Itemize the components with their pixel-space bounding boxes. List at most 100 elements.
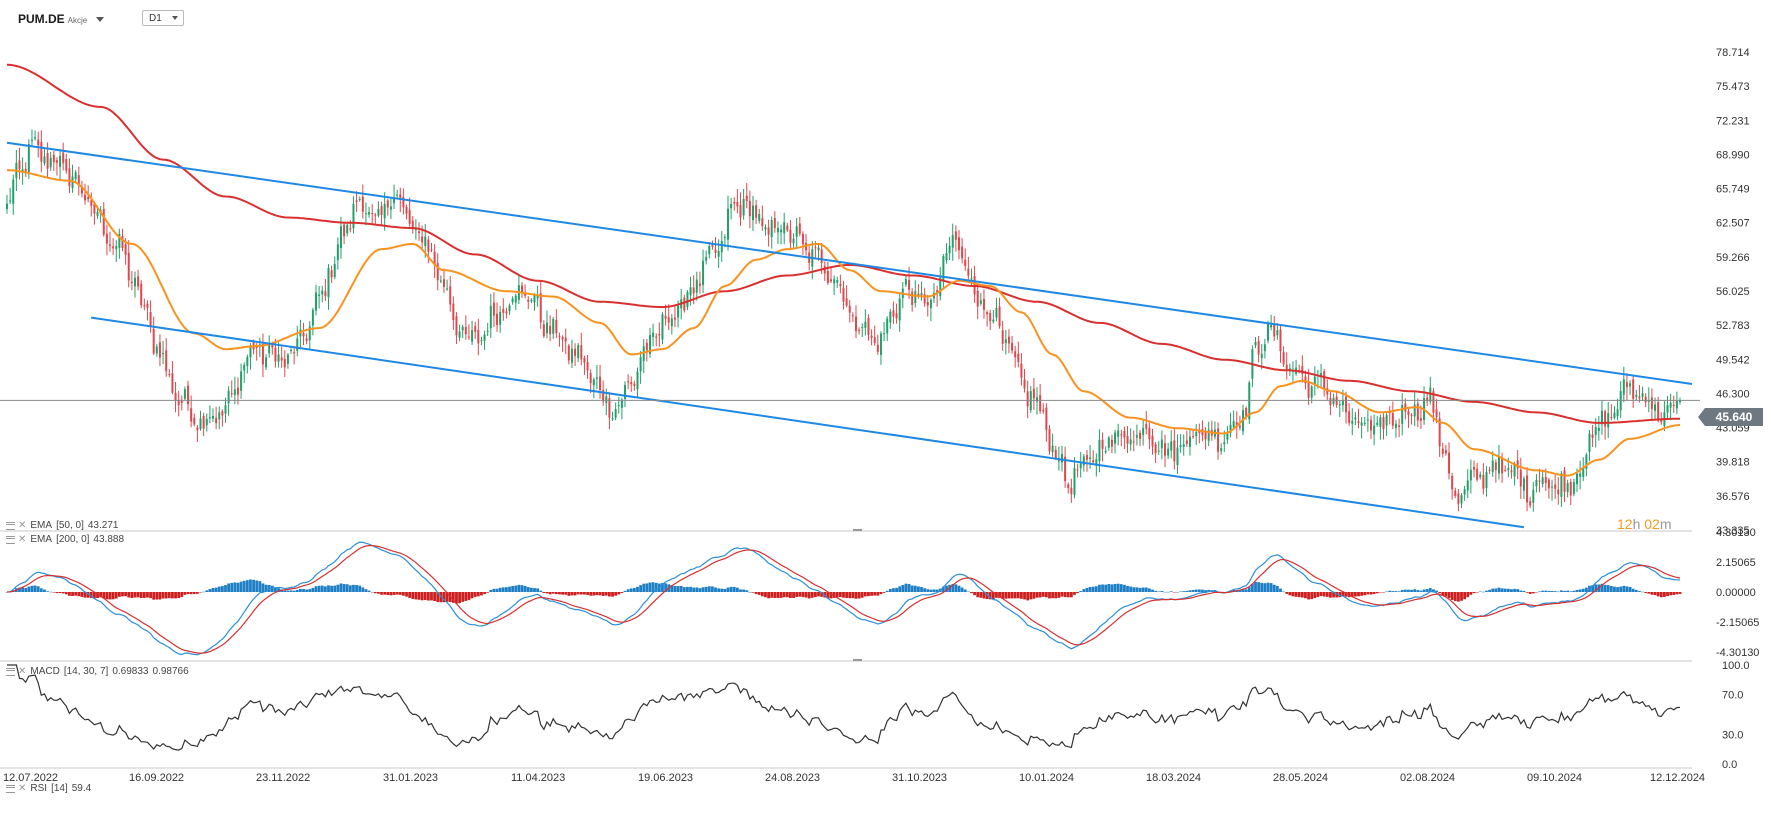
macd-histogram-bar: [754, 592, 758, 595]
candle-body: [689, 287, 692, 296]
macd-histogram-bar: [807, 592, 811, 599]
timeframe-select[interactable]: D1: [142, 10, 184, 26]
candle-body: [236, 387, 239, 395]
candle-body: [954, 231, 957, 240]
macd-histogram-bar: [1135, 587, 1139, 592]
candle-body: [187, 385, 190, 405]
candle-body: [1048, 429, 1051, 452]
candle-body: [1045, 407, 1048, 431]
macd-histogram-bar: [960, 587, 964, 592]
macd-histogram-bar: [1322, 592, 1326, 597]
macd-histogram-bar: [1126, 585, 1129, 592]
ema50-settings-icon[interactable]: [6, 521, 15, 530]
macd-histogram-bar: [1450, 592, 1454, 600]
candle-body: [533, 295, 536, 303]
candle-body: [77, 175, 80, 186]
candle-body: [1226, 432, 1229, 440]
candle-body: [1285, 364, 1288, 369]
rsi-settings-icon[interactable]: [6, 784, 15, 793]
candle-body: [492, 302, 495, 316]
ema200-settings-icon[interactable]: [6, 535, 15, 544]
macd-histogram-bar: [1472, 592, 1476, 594]
macd-settings-icon[interactable]: [6, 667, 15, 676]
macd-histogram-bar: [464, 592, 468, 601]
candle-body: [1345, 396, 1348, 413]
macd-histogram-bar: [1513, 588, 1516, 592]
macd-histogram-bar: [1197, 589, 1201, 592]
macd-axis-label: 4.30130: [1716, 527, 1756, 539]
candle-body: [43, 156, 46, 164]
macd-histogram-bar: [1394, 591, 1398, 592]
candle-body: [212, 416, 215, 419]
candle-body: [46, 153, 49, 169]
candle-body: [558, 335, 561, 337]
macd-close-icon[interactable]: ✕: [18, 666, 27, 677]
candle-body: [124, 244, 127, 255]
price-axis-label: 33.335: [1716, 525, 1750, 537]
candle-body: [9, 200, 12, 202]
candle-body: [1388, 412, 1391, 414]
candle-body: [1064, 456, 1067, 482]
candle-body: [961, 246, 964, 259]
macd-histogram-bar: [1428, 588, 1432, 592]
candle-body: [1610, 417, 1613, 419]
macd-histogram-bar: [1444, 592, 1448, 597]
candle-body: [764, 227, 767, 230]
date-axis-label: 10.01.2024: [1019, 772, 1074, 784]
candle-body: [1391, 413, 1394, 426]
macd-histogram-bar: [1425, 589, 1429, 592]
symbol-dropdown-chevron-down-icon[interactable]: [96, 16, 105, 22]
candle-body: [205, 418, 208, 426]
macd-histogram-bar: [1631, 588, 1635, 592]
macd-histogram-bar: [670, 585, 674, 592]
candle-body: [196, 427, 199, 431]
ema50-close-icon[interactable]: ✕: [18, 520, 27, 531]
candle-body: [705, 257, 708, 261]
pane-resize-handle: [853, 659, 862, 661]
macd-histogram-bar: [1023, 592, 1026, 600]
candle-body: [545, 322, 548, 334]
candle-body: [670, 318, 673, 327]
macd-histogram-bar: [383, 592, 387, 595]
symbol-header[interactable]: PUM.DE Akcje: [18, 10, 105, 28]
macd-histogram-bar: [133, 592, 137, 598]
macd-histogram-bar: [1147, 588, 1151, 592]
macd-histogram-bar: [1422, 589, 1426, 592]
macd-axis-label: 2.15065: [1716, 557, 1756, 569]
candle-body: [1526, 475, 1529, 503]
rsi-close-icon[interactable]: ✕: [18, 783, 27, 794]
macd-histogram-bar: [1247, 587, 1251, 592]
macd-histogram-bar: [1079, 591, 1083, 592]
macd-histogram-bar: [879, 592, 883, 595]
candle-body: [773, 218, 776, 229]
macd-histogram-bar: [1163, 591, 1167, 593]
macd-histogram-bar: [870, 592, 873, 596]
candle-body: [595, 377, 598, 379]
candle-body: [986, 312, 989, 315]
candle-body: [421, 236, 424, 243]
macd-histogram-bar: [355, 585, 358, 592]
candle-body: [926, 301, 929, 306]
macd-histogram-bar: [277, 588, 280, 592]
macd-histogram-bar: [417, 592, 421, 600]
candle-body: [442, 279, 445, 287]
macd-histogram-bar: [1641, 591, 1644, 593]
candle-body: [499, 312, 502, 325]
candle-body: [1379, 417, 1382, 427]
macd-histogram-bar: [426, 592, 430, 601]
macd-histogram-bar: [636, 586, 639, 592]
macd-histogram-bar: [498, 587, 502, 592]
macd-histogram-bar: [923, 588, 927, 592]
macd-histogram-bar: [589, 592, 593, 596]
macd-histogram-bar: [1316, 592, 1320, 598]
candle-body: [1282, 352, 1285, 365]
candle-body: [1485, 472, 1488, 488]
candle-body: [795, 226, 798, 237]
candle-body: [1426, 397, 1429, 402]
candle-body: [1011, 342, 1014, 351]
candle-body: [848, 305, 851, 313]
date-axis-label: 19.06.2023: [638, 772, 693, 784]
candle-body: [633, 383, 636, 387]
ema200-close-icon[interactable]: ✕: [18, 534, 27, 545]
